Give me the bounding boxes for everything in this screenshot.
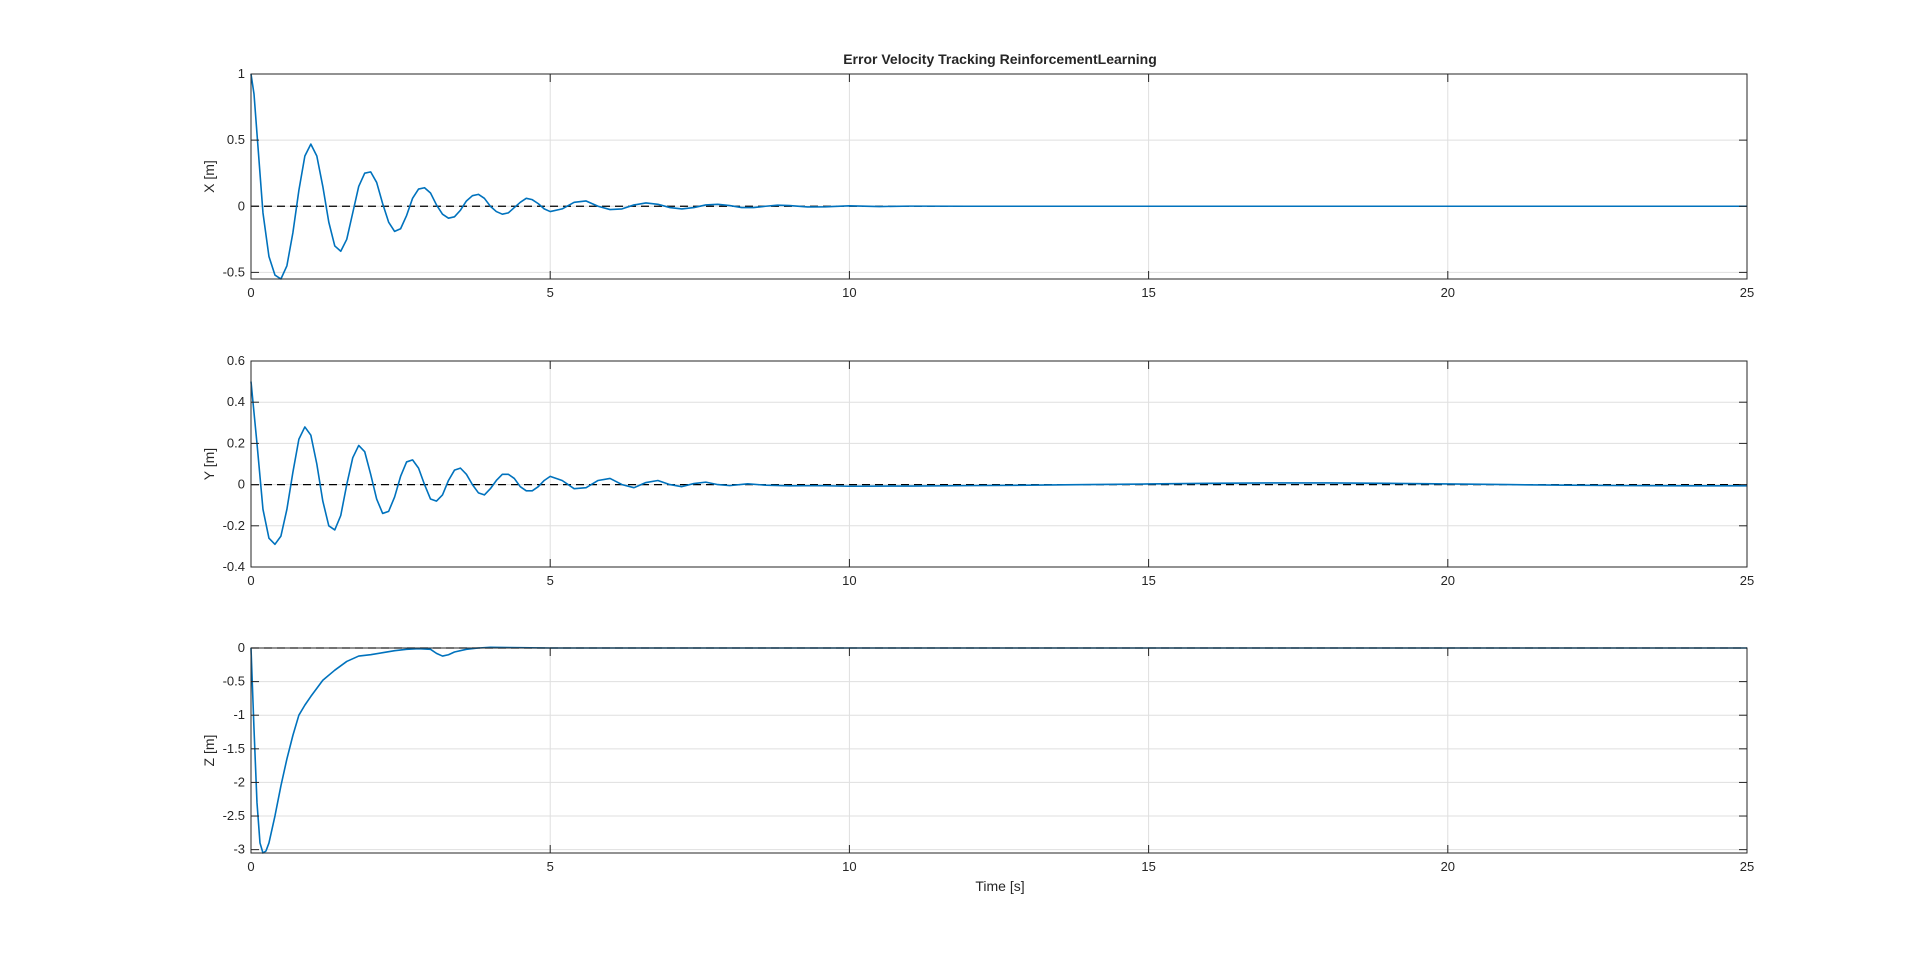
x-tick-label: 15	[1141, 859, 1155, 874]
x-tick-label: 0	[247, 285, 254, 300]
y-tick-label: 0	[238, 477, 245, 492]
y-tick-label: 1	[238, 66, 245, 81]
axes-box-x	[250, 73, 1748, 280]
x-tick-label: 10	[842, 573, 856, 588]
subplot-z: 0 5 10 15 20 25 -3 -2.5 -2 -1.5 -1 -0.5 0 Z [m]	[201, 640, 1754, 874]
subplots: 0 5 10 15 20 25-0.500.51X [m]0 5 10 15 20 25-0.4-0…	[201, 66, 1754, 874]
x-tick-label: 25	[1740, 859, 1754, 874]
x-tick-label: 10	[842, 859, 856, 874]
y-tick-label: -2.5	[223, 808, 245, 823]
y-tick-label: -0.2	[223, 518, 245, 533]
y-tick-label: -0.5	[223, 264, 245, 279]
x-tick-label: 10	[842, 285, 856, 300]
y-tick-label: 0.2	[227, 435, 245, 450]
axes-box-y	[250, 360, 1748, 568]
y-tick-label: -3	[233, 842, 245, 857]
x-tick-label: 5	[547, 285, 554, 300]
x-tick-label: 20	[1441, 285, 1455, 300]
y-tick-label: -0.4	[223, 559, 245, 574]
series-line-y	[250, 381, 1747, 546]
axes-box-z	[250, 647, 1748, 854]
x-tick-label: 0	[247, 573, 254, 588]
y-tick-label: 0.5	[227, 132, 245, 147]
y-tick-label: 0	[238, 198, 245, 213]
x-tick-label: 0	[247, 859, 254, 874]
x-tick-label: 15	[1141, 573, 1155, 588]
y-tick-label: -2	[233, 774, 245, 789]
y-tick-label: -0.5	[223, 674, 245, 689]
y-axis-label-z: Z [m]	[201, 735, 217, 767]
x-axis-label: Time [s]	[975, 878, 1024, 894]
figure-title: Error Velocity Tracking ReinforcementLea…	[843, 51, 1157, 67]
series-line-z	[250, 646, 1747, 854]
y-tick-label: -1.5	[223, 741, 245, 756]
x-tick-label: 5	[547, 573, 554, 588]
subplot-x: 0 5 10 15 20 25-0.500.51X [m]	[201, 66, 1754, 300]
subplot-y: 0 5 10 15 20 25 -0.4 -0.2 0 0.2 0.4 0.6 Y [m]	[201, 353, 1754, 588]
y-axis-label-x: X [m]	[201, 160, 217, 193]
x-tick-label: 15	[1141, 285, 1155, 300]
x-tick-label: 25	[1740, 573, 1754, 588]
x-tick-label: 20	[1441, 573, 1455, 588]
y-tick-label: 0.4	[227, 394, 245, 409]
series-line-x	[250, 73, 1747, 280]
x-tick-label: 5	[547, 859, 554, 874]
y-axis-label-y: Y [m]	[201, 448, 217, 480]
y-tick-label: 0	[238, 640, 245, 655]
y-tick-label: -1	[233, 707, 245, 722]
y-tick-label: 0.6	[227, 353, 245, 368]
x-tick-label: 20	[1441, 859, 1455, 874]
x-tick-label: 25	[1740, 285, 1754, 300]
